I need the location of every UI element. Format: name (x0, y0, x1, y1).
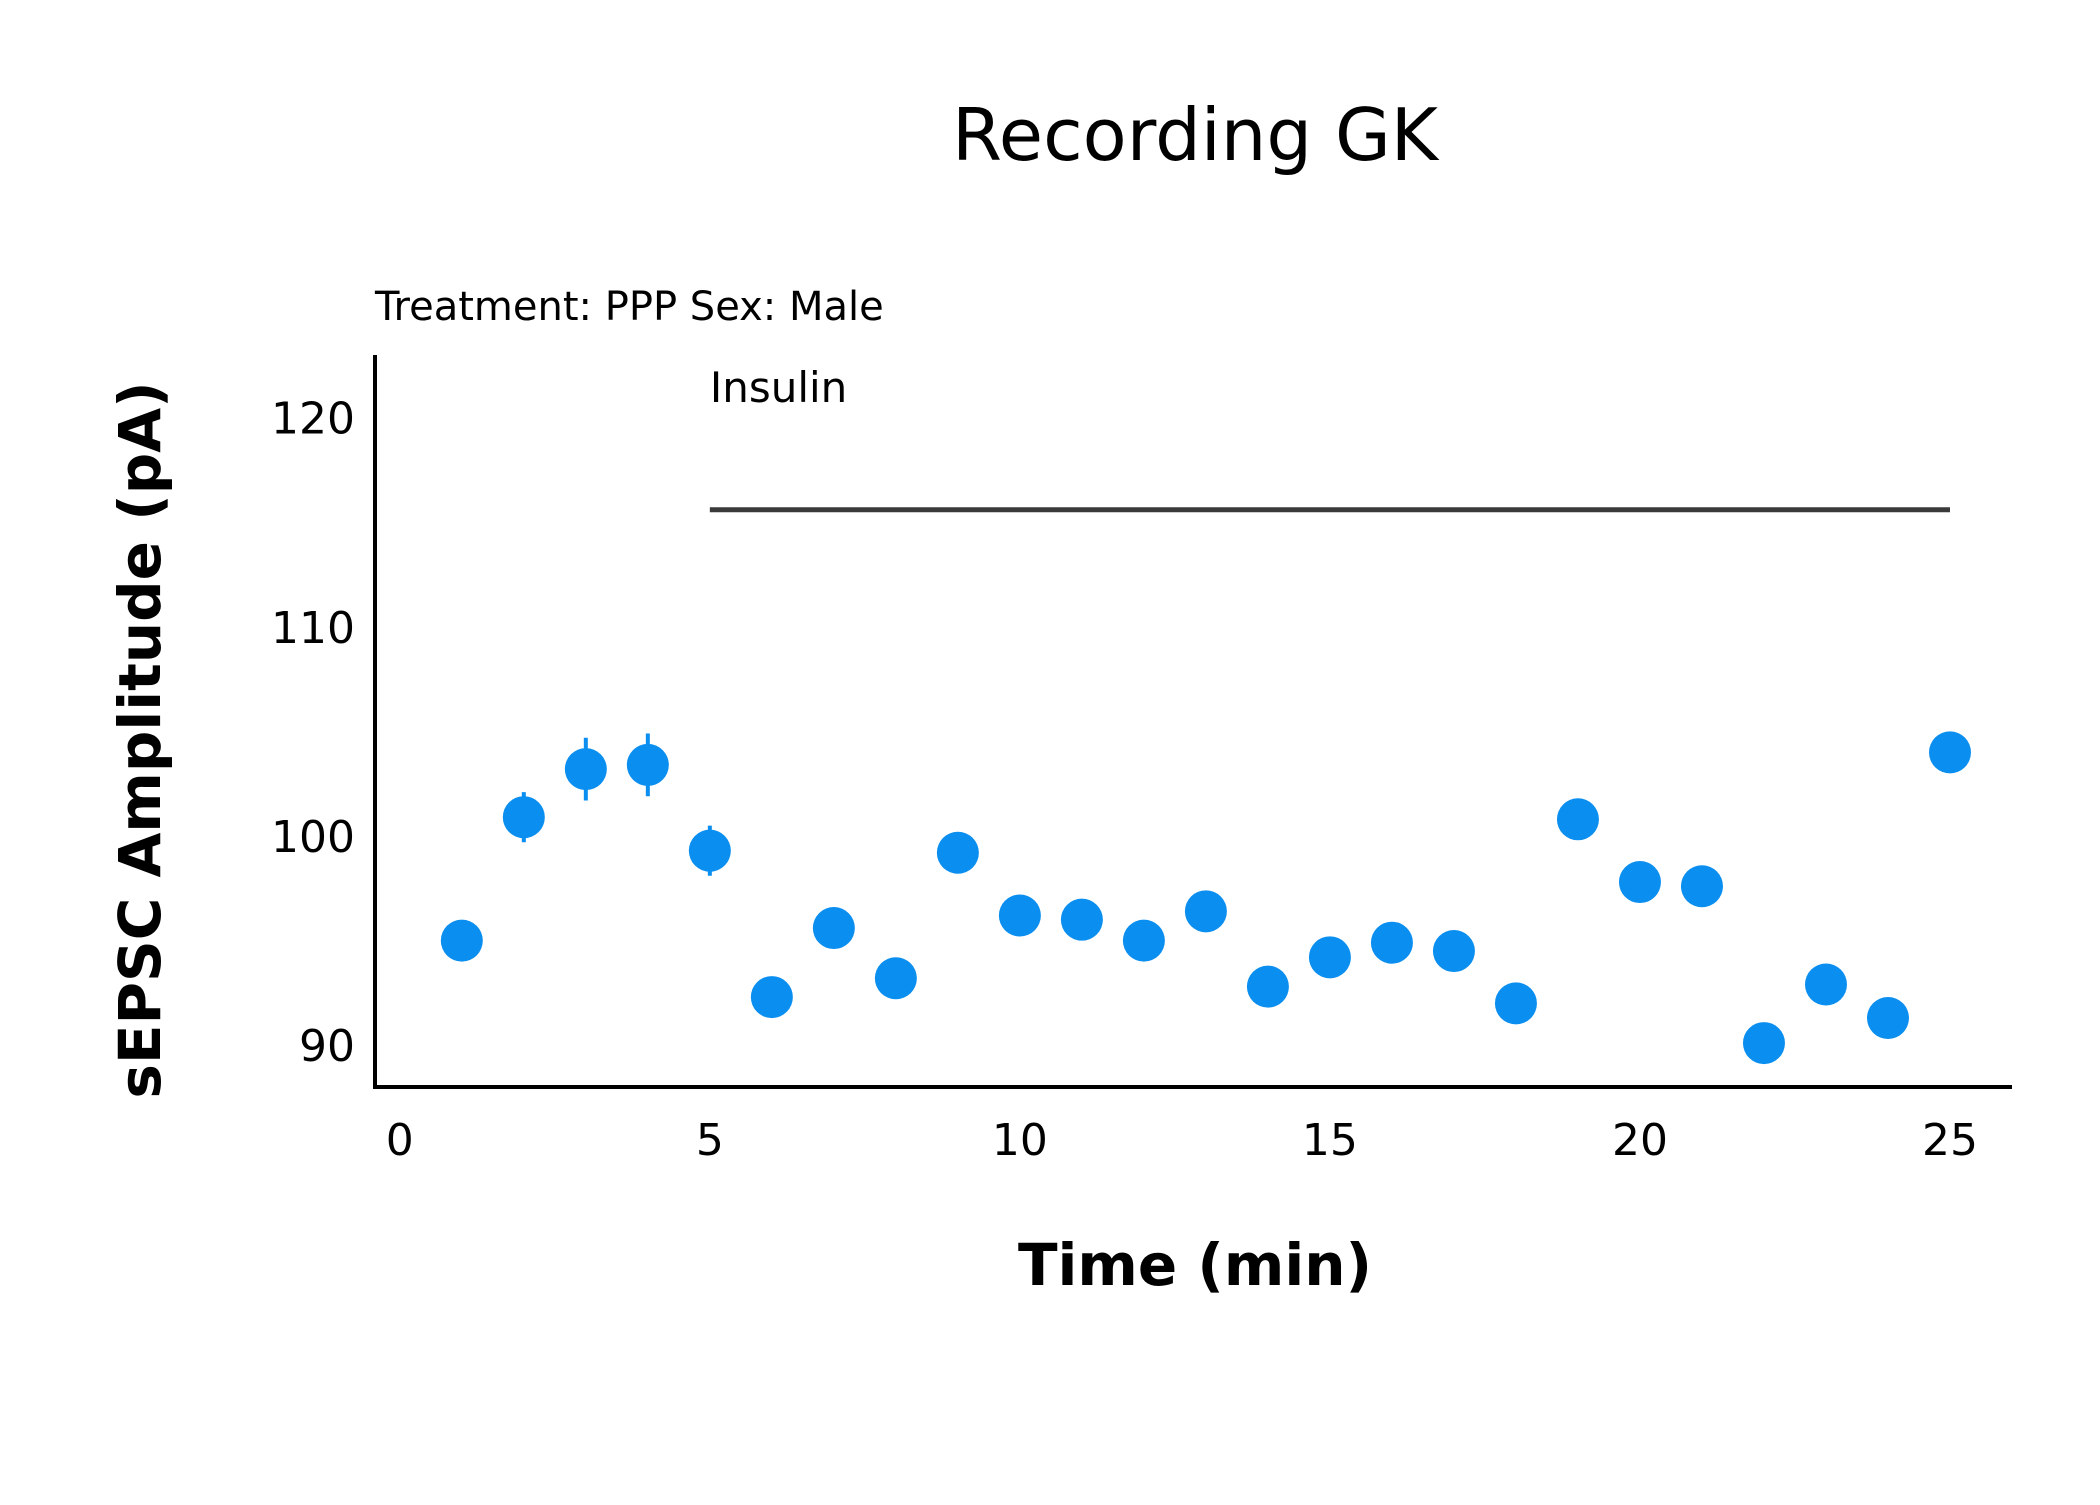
data-point (564, 748, 607, 791)
data-point (1618, 861, 1661, 904)
data-point (1928, 731, 1971, 774)
data-point (1246, 965, 1289, 1008)
x-axis-label: Time (min) (1018, 1231, 1372, 1299)
data-point (1742, 1022, 1785, 1065)
data-point (1370, 921, 1413, 964)
data-point (1308, 936, 1351, 979)
chart-subtitle: Treatment: PPP Sex: Male (374, 284, 884, 330)
y-tick-label: 90 (299, 1021, 355, 1072)
data-point (1184, 890, 1227, 933)
data-point (626, 743, 669, 786)
data-point (1556, 798, 1599, 841)
treatment-label: Insulin (710, 363, 847, 412)
x-tick-label: 25 (1922, 1115, 1978, 1166)
data-point (874, 957, 917, 1000)
plot-area: 0 5 10 15 20 25 90 100 110 120 Insulin (271, 355, 2012, 1166)
y-tick-label: 110 (271, 603, 355, 654)
y-tick-label: 120 (271, 394, 355, 445)
data-point (750, 976, 793, 1019)
data-point (688, 829, 731, 872)
x-tick-label: 20 (1612, 1115, 1668, 1166)
data-point (936, 831, 979, 874)
y-axis-label: sEPSC Amplitude (pA) (106, 381, 174, 1098)
x-tick-label: 5 (696, 1115, 724, 1166)
data-point (1866, 996, 1909, 1039)
data-point (1122, 919, 1165, 962)
x-tick-label: 15 (1302, 1115, 1358, 1166)
data-point (502, 796, 545, 839)
data-point (1494, 982, 1537, 1025)
data-point (1432, 930, 1475, 973)
chart-title: Recording GK (952, 93, 1440, 177)
data-point (1680, 865, 1723, 908)
data-point (812, 907, 855, 950)
x-tick-label: 0 (386, 1115, 414, 1166)
data-point (1804, 963, 1847, 1006)
data-point (440, 919, 483, 962)
data-point (998, 894, 1041, 937)
data-point (1060, 898, 1103, 941)
x-tick-label: 10 (992, 1115, 1048, 1166)
y-tick-label: 100 (271, 812, 355, 863)
